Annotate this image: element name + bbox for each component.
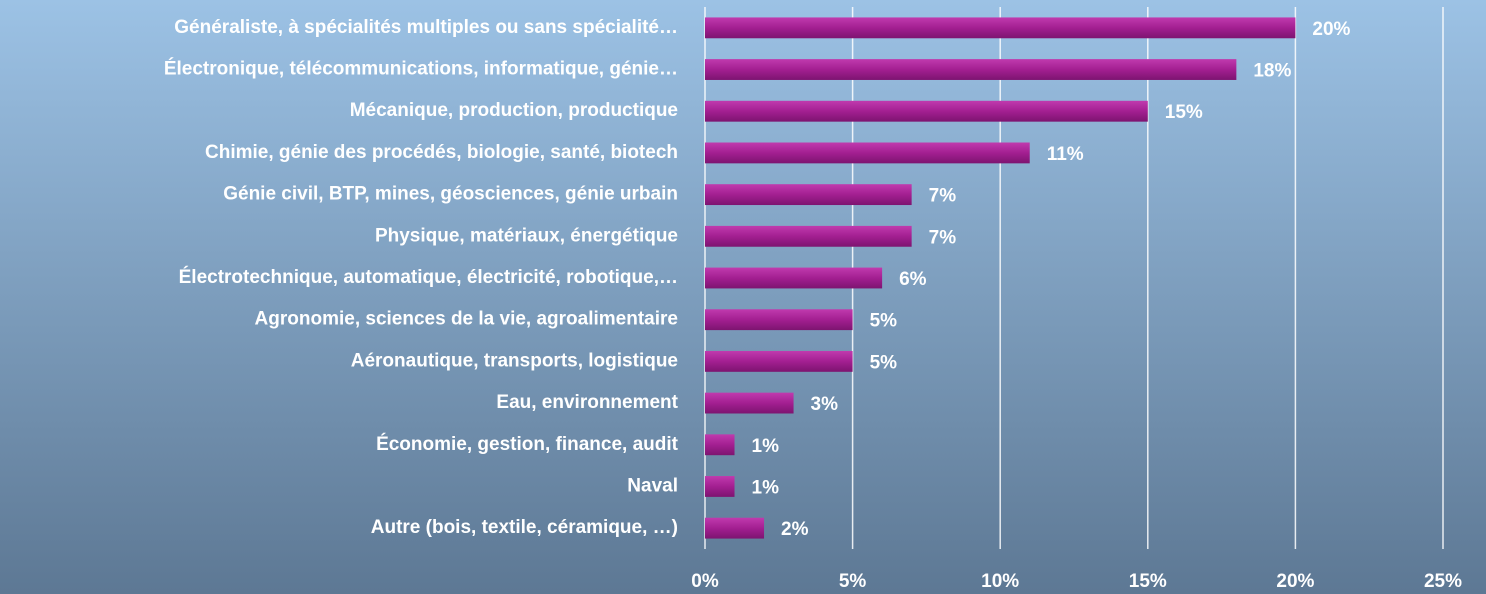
bar	[705, 267, 883, 289]
x-tick-label: 15%	[1129, 571, 1167, 592]
bar	[705, 309, 853, 331]
y-tick-label: Chimie, génie des procédés, biologie, sa…	[205, 142, 678, 163]
y-tick-label: Physique, matériaux, énergétique	[375, 225, 678, 246]
y-tick-label: Économie, gestion, finance, audit	[376, 433, 679, 455]
y-tick-label: Électrotechnique, automatique, électrici…	[179, 266, 678, 288]
bar	[705, 476, 735, 497]
bar	[705, 434, 735, 456]
y-tick-label: Agronomie, sciences de la vie, agroalime…	[255, 309, 678, 330]
bar	[705, 59, 1237, 80]
x-tick-label: 5%	[839, 571, 867, 592]
bar	[705, 392, 794, 414]
bar	[705, 517, 765, 539]
x-tick-label: 25%	[1424, 571, 1462, 592]
x-tick-label: 0%	[691, 571, 719, 592]
bar	[705, 142, 1030, 164]
value-label: 1%	[752, 436, 780, 457]
bar	[705, 184, 912, 206]
y-tick-label: Génie civil, BTP, mines, géosciences, gé…	[223, 184, 678, 205]
value-label: 15%	[1165, 102, 1203, 123]
x-tick-label: 10%	[981, 571, 1019, 592]
value-label: 2%	[781, 519, 809, 540]
value-label: 3%	[811, 394, 839, 415]
y-tick-label: Électronique, télécommunications, inform…	[164, 58, 678, 80]
y-tick-label: Autre (bois, textile, céramique, …)	[371, 517, 678, 538]
y-tick-label: Eau, environnement	[496, 392, 678, 413]
bar	[705, 350, 853, 372]
value-label: 20%	[1312, 19, 1350, 40]
y-tick-label: Aéronautique, transports, logistique	[351, 350, 678, 371]
value-label: 5%	[870, 311, 898, 332]
x-tick-label: 20%	[1276, 571, 1314, 592]
value-label: 7%	[929, 186, 957, 207]
bar	[705, 17, 1296, 39]
value-label: 18%	[1253, 61, 1291, 82]
value-label: 7%	[929, 227, 957, 248]
bar	[705, 225, 912, 247]
value-label: 11%	[1047, 144, 1084, 165]
y-tick-label: Généraliste, à spécialités multiples ou …	[174, 17, 678, 38]
y-tick-label: Naval	[627, 475, 678, 496]
value-label: 1%	[752, 477, 780, 498]
bar	[705, 100, 1148, 122]
value-label: 5%	[870, 352, 898, 373]
y-tick-label: Mécanique, production, productique	[350, 100, 678, 121]
value-label: 6%	[899, 269, 927, 290]
